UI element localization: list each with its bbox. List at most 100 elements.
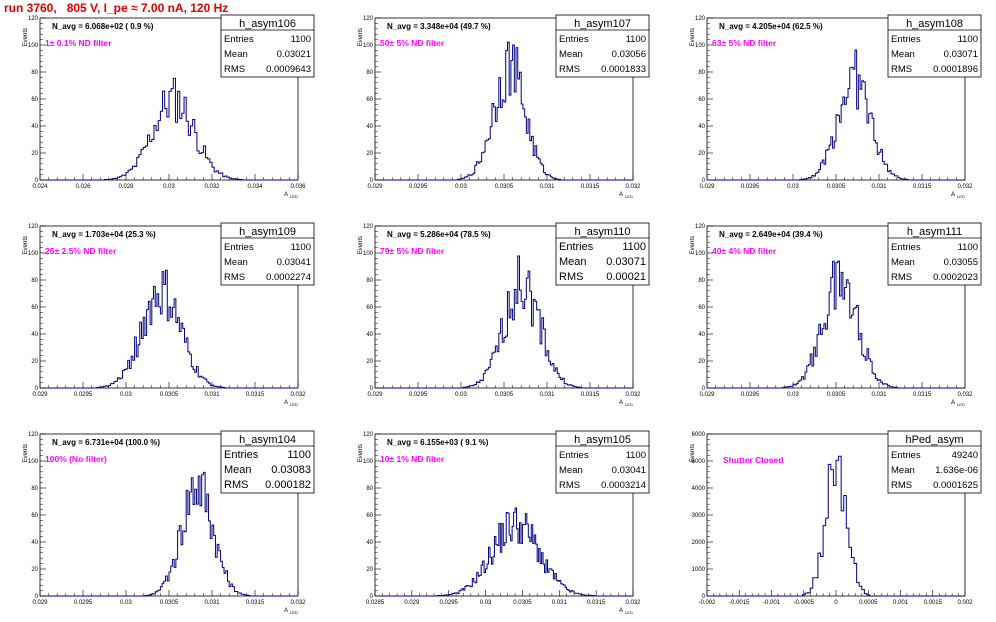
stats-row-label: Entries [559, 241, 594, 253]
stats-row-value: 1100 [291, 242, 311, 253]
x-axis-label-sub: LED [290, 402, 298, 407]
x-axis-label: A [284, 192, 288, 198]
stats-row-value: 0.03055 [944, 257, 978, 268]
stats-row-value: 0.03083 [271, 464, 311, 476]
stats-row-label: RMS [559, 64, 580, 75]
x-tick-label: 0.03 [163, 184, 175, 190]
y-tick-label: 120 [28, 432, 39, 438]
stats-row-label: Mean [224, 257, 248, 268]
stats-row-label: Mean [891, 465, 915, 476]
x-tick-label: 0.03 [455, 184, 467, 190]
x-tick-label: 0.0315 [581, 184, 600, 190]
filter-label: 50± 5% ND filter [380, 38, 445, 48]
stats-row-value: 0.0001625 [933, 480, 978, 491]
x-tick-label: 0.031 [871, 184, 887, 190]
x-tick-label: 0.0315 [587, 600, 606, 606]
x-axis-label-sub: LED [625, 610, 633, 615]
histogram-panel-6: Events 0 20 40 60 80 100 120 0.029 0.0295 0.03 0.03… [690, 222, 982, 407]
stats-row-value: 1100 [622, 241, 646, 253]
y-tick-label: 100 [363, 459, 374, 465]
stats-row-value: 0.000182 [265, 479, 311, 491]
x-tick-label: 0.032 [957, 392, 973, 398]
y-tick-label: 120 [28, 16, 39, 22]
x-tick-label: 0.001 [893, 600, 909, 606]
y-tick-label: 100 [363, 251, 374, 257]
x-tick-label: 0.0315 [913, 184, 932, 190]
stats-histogram-name: h_asym104 [239, 434, 296, 446]
x-tick-label: 0.0005 [859, 600, 878, 606]
histogram-panel-3: Events 0 20 40 60 80 100 120 0.029 0.0295 0.03 0.03… [690, 14, 982, 199]
y-axis-label: Events [23, 28, 29, 46]
y-tick-label: 100 [363, 43, 374, 49]
stats-row-label: Mean [559, 49, 583, 60]
x-tick-label: 0.029 [404, 600, 420, 606]
x-tick-label: 0.036 [290, 184, 306, 190]
y-tick-label: 20 [31, 567, 38, 573]
y-tick-label: 100 [695, 251, 706, 257]
x-tick-label: 0.032 [204, 184, 220, 190]
stats-row-label: Mean [224, 49, 248, 60]
histogram-line [40, 269, 298, 389]
stats-row-label: Entries [224, 34, 254, 45]
histogram-line [707, 455, 965, 597]
y-tick-label: 40 [698, 124, 705, 130]
x-tick-label: 0.026 [75, 184, 91, 190]
x-tick-label: 0.0305 [160, 600, 179, 606]
stats-box: h_asym110 Entries 1100 Mean 0.03071 RMS 0.0002… [555, 222, 650, 286]
x-tick-label: 0.0305 [495, 392, 514, 398]
x-tick-label: 0.03 [787, 392, 799, 398]
x-tick-label: 0.0305 [827, 184, 846, 190]
y-axis-label: Events [23, 236, 29, 254]
y-tick-label: 0 [370, 178, 374, 184]
stats-box: h_asym106 Entries 1100 Mean 0.03021 RMS 0.0009… [220, 14, 315, 78]
y-axis-label: Events [358, 444, 364, 462]
x-tick-label: 0.0305 [513, 600, 532, 606]
y-tick-label: 20 [31, 359, 38, 365]
x-tick-label: 0.029 [699, 184, 715, 190]
x-tick-label: 0.0295 [74, 600, 93, 606]
stats-row-value: 1100 [626, 450, 646, 461]
n-avg-label: N_avg = 2.649e+04 (39.4 %) [719, 230, 823, 239]
y-axis-label: Events [690, 28, 696, 46]
stats-box: h_asym109 Entries 1100 Mean 0.03041 RMS 0.0002… [220, 222, 315, 286]
stats-box-frame [220, 222, 315, 286]
filter-label: 10± 1% ND filter [380, 454, 445, 464]
stats-row-value: 1100 [958, 242, 978, 253]
x-axis-label-sub: LED [290, 610, 298, 615]
stats-row-label: RMS [559, 271, 583, 283]
x-tick-label: -0.002 [698, 600, 716, 606]
y-tick-label: 120 [695, 16, 706, 22]
stats-row-label: Entries [891, 450, 921, 461]
x-axis-label: A [951, 400, 955, 406]
x-tick-label: 0.0315 [246, 600, 265, 606]
x-axis-label-sub: LED [625, 194, 633, 199]
y-tick-label: 40 [31, 540, 38, 546]
x-tick-label: 0.032 [957, 184, 973, 190]
stats-row-value: 1.636e-06 [935, 465, 978, 476]
stats-row-value: 0.0009643 [266, 64, 311, 75]
stats-box: h_asym111 Entries 1100 Mean 0.03055 RMS 0.0002… [887, 222, 982, 286]
x-tick-label: 0.032 [625, 184, 641, 190]
y-tick-label: 100 [28, 459, 39, 465]
stats-row-label: Mean [559, 256, 587, 268]
y-tick-label: 60 [31, 513, 38, 519]
filter-label: 1± 0.1% ND filter [45, 38, 112, 48]
page-title: run 3760, 805 V, I_pe ≈ 7.00 nA, 120 Hz [4, 1, 229, 15]
x-tick-label: 0.029 [32, 392, 48, 398]
stats-box: h_asym107 Entries 1100 Mean 0.03056 RMS 0.0001… [555, 14, 650, 78]
histogram-line [375, 507, 633, 597]
stats-row-value: 0.0001833 [601, 64, 646, 75]
stats-histogram-name: h_asym109 [239, 226, 296, 238]
y-tick-label: 20 [366, 151, 373, 157]
x-tick-label: 0.032 [290, 392, 306, 398]
x-tick-label: 0.031 [552, 600, 568, 606]
filter-label: 25± 2.5% ND filter [45, 246, 117, 256]
stats-row-label: Mean [559, 465, 583, 476]
y-tick-label: 100 [695, 43, 706, 49]
y-tick-label: 5000 [692, 459, 706, 465]
y-tick-label: 1000 [692, 567, 706, 573]
histogram-panel-8: Events 0 20 40 60 80 100 120 0.0285 0.029 0.0295 0.… [358, 430, 650, 615]
x-axis-label-sub: LED [957, 402, 965, 407]
y-tick-label: 20 [698, 359, 705, 365]
stats-row-value: 0.03021 [277, 49, 311, 60]
